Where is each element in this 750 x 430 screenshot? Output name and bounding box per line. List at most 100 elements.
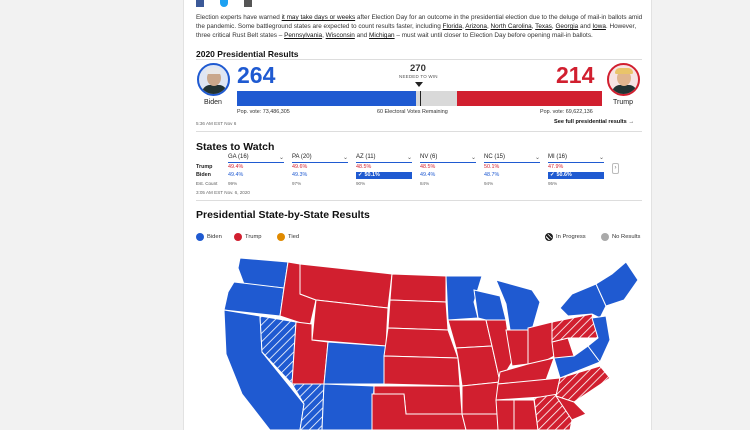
biden-percent-winner: ✓ 50.1%: [356, 172, 412, 179]
biden-percent-winner: ✓ 50.6%: [548, 172, 604, 179]
results-timestamp: 5:36 AM EST Nov 6: [196, 121, 237, 126]
estimated-count: 97%: [292, 181, 302, 186]
state-card-header: GA (16) ⌄: [228, 154, 284, 163]
state-card[interactable]: MI (16) ⌄ 47.9% ✓ 50.6% 95%: [548, 154, 604, 187]
state-card[interactable]: NV (6) ⌄ 48.5% 49.4% 84%: [420, 154, 476, 187]
link-wisconsin[interactable]: Wisconsin: [325, 32, 355, 39]
legend-label: Trump: [245, 234, 262, 240]
states-to-watch-title: States to Watch: [196, 141, 275, 153]
trump-percent: 49.4%: [228, 164, 244, 170]
state-card[interactable]: NC (15) ⌄ 50.1% 48.7% 94%: [484, 154, 540, 187]
trump-electoral-votes: 214: [556, 62, 595, 88]
link-florida[interactable]: Florida: [442, 23, 463, 30]
state-al: [513, 399, 539, 430]
states-scroll-button[interactable]: ›: [612, 163, 619, 174]
legend-label: Biden: [207, 234, 222, 240]
state-name: AZ (11): [356, 154, 376, 160]
email-icon[interactable]: [244, 0, 252, 7]
link-pennsylvania[interactable]: Pennsylvania: [284, 32, 323, 39]
state-nd: [389, 273, 447, 303]
legend-label: No Results: [612, 234, 641, 240]
votes-to-win-label: NEEDED TO WIN: [399, 74, 438, 79]
chevron-down-icon[interactable]: ⌄: [342, 155, 348, 161]
legend-label: In Progress: [556, 234, 586, 240]
state-ky: [497, 357, 555, 385]
legend-trump: Trump: [234, 233, 262, 241]
state-wi: [473, 289, 507, 321]
trump-avatar: [607, 63, 640, 96]
state-card-header: NV (6) ⌄: [420, 154, 476, 163]
intro-text: and: [354, 32, 370, 39]
legend-label: Tied: [288, 234, 300, 240]
intro-text: ,: [531, 23, 536, 30]
see-full-results-link[interactable]: See full presidential results →: [554, 119, 634, 125]
state-card-header: AZ (11) ⌄: [356, 154, 412, 163]
state-pa: [551, 313, 599, 343]
biden-percent: 50.1%: [364, 172, 380, 178]
link-north-carolina[interactable]: North Carolina: [490, 23, 532, 30]
link-michigan[interactable]: Michigan: [369, 32, 395, 39]
biden-name: Biden: [204, 99, 222, 106]
trump-percent: 49.6%: [292, 164, 308, 170]
legend-tied: Tied: [277, 233, 299, 241]
biden-electoral-votes: 264: [237, 62, 276, 88]
biden-percent: 48.7%: [484, 172, 500, 178]
estimated-count: 99%: [228, 181, 238, 186]
intro-text: . However, three critical Rust Belt stat…: [196, 23, 637, 39]
intro-text: ,: [551, 23, 556, 30]
state-card[interactable]: GA (16) ⌄ 49.4% 49.4% 99%: [228, 154, 284, 187]
facebook-icon[interactable]: [196, 0, 204, 7]
intro-text: – must wait until closer to Election Day…: [394, 32, 593, 39]
trump-percent: 50.1%: [484, 164, 500, 170]
chevron-down-icon[interactable]: ⌄: [598, 155, 604, 161]
state-name: GA (16): [228, 154, 249, 160]
estimated-count: 94%: [484, 181, 494, 186]
state-az: [291, 383, 325, 430]
to-win-marker-icon: [415, 82, 423, 87]
link-georgia[interactable]: Georgia: [555, 23, 579, 30]
intro-paragraph: Election experts have warned it may take…: [196, 13, 644, 40]
state-name: NV (6): [420, 154, 438, 160]
trump-name: Trump: [613, 99, 633, 106]
share-bar: [196, 0, 252, 7]
intro-text: ,: [322, 32, 326, 39]
results-title: 2020 Presidential Results: [196, 49, 299, 59]
trump-percent: 48.5%: [356, 164, 372, 170]
legend-dot: [545, 233, 553, 241]
chevron-down-icon[interactable]: ⌄: [534, 155, 540, 161]
checkmark-icon: ✓: [358, 172, 363, 178]
states-timestamp: 3:05 AM EST Nov. 6, 2020: [196, 190, 250, 195]
link-texas[interactable]: Texas: [535, 23, 552, 30]
trump-popular-vote: Pop. vote: 69,622,136: [540, 109, 593, 115]
state-name: PA (20): [292, 154, 312, 160]
us-results-map[interactable]: [196, 254, 642, 430]
state-name: MI (16): [548, 154, 568, 160]
votes-to-win: 270: [410, 63, 426, 74]
chevron-down-icon[interactable]: ⌄: [470, 155, 476, 161]
twitter-icon[interactable]: [220, 0, 228, 7]
arrow-right-icon: →: [628, 119, 634, 125]
link-days-or-weeks[interactable]: it may take days or weeks: [281, 14, 356, 21]
link-arizona[interactable]: Arizona: [465, 23, 487, 30]
legend-dot: [277, 233, 285, 241]
biden-percent: 49.4%: [228, 172, 244, 178]
intro-text: after Election Day for an outcome in the…: [196, 14, 643, 30]
state-map-title: Presidential State-by-State Results: [196, 209, 370, 221]
trump-ev-fill: [456, 91, 602, 106]
state-ks: [383, 355, 461, 387]
legend-dot: [196, 233, 204, 241]
estimated-count: 95%: [548, 181, 558, 186]
legend-in-progress: In Progress: [545, 233, 586, 241]
estimated-count: 90%: [356, 181, 366, 186]
state-la: [461, 413, 503, 430]
state-sd: [387, 299, 449, 331]
electoral-votes-remaining: 60 Electoral Votes Remaining: [377, 109, 448, 115]
state-co: [323, 341, 387, 385]
state-card[interactable]: PA (20) ⌄ 49.6% 49.3% 97%: [292, 154, 348, 187]
state-wy: [311, 299, 389, 347]
divider: [196, 131, 642, 132]
chevron-down-icon[interactable]: ⌄: [278, 155, 284, 161]
link-iowa[interactable]: Iowa: [592, 23, 606, 30]
chevron-down-icon[interactable]: ⌄: [406, 155, 412, 161]
state-card[interactable]: AZ (11) ⌄ 48.5% ✓ 50.1% 90%: [356, 154, 412, 187]
